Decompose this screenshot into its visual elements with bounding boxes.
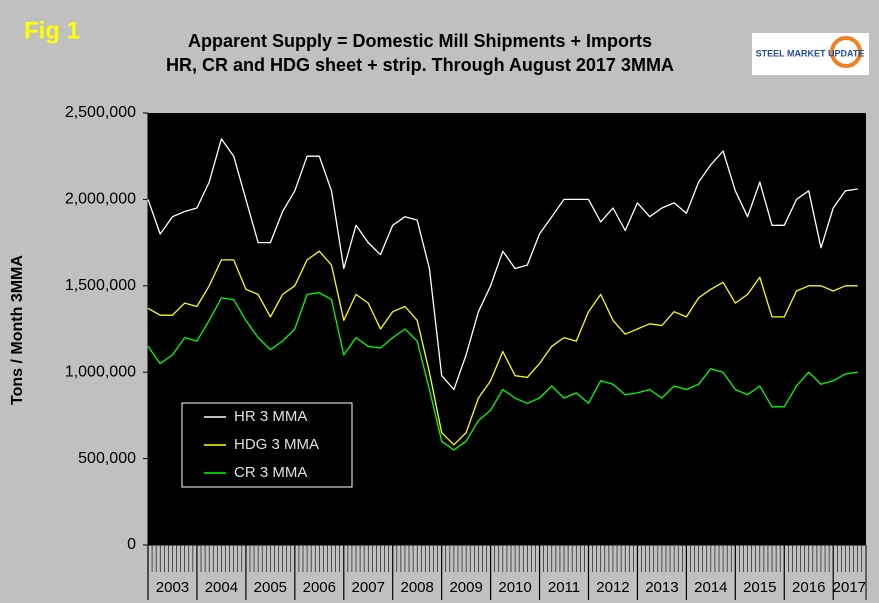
x-tick-label: 2003 <box>156 579 189 596</box>
series-line <box>147 292 858 451</box>
chart-subtitle: HR, CR and HDG sheet + strip. Through Au… <box>166 55 674 75</box>
logo-swirl <box>830 36 862 68</box>
legend-label: CR 3 MMA <box>234 464 307 481</box>
x-tick-label: 2005 <box>254 579 287 596</box>
x-tick-label: 2006 <box>303 579 336 596</box>
x-tick-label: 2011 <box>548 579 580 596</box>
figure-label: Fig 1 <box>24 17 80 44</box>
x-tick-label: 2010 <box>498 579 531 596</box>
x-tick-label: 2017 <box>833 579 866 596</box>
legend: HR 3 MMA HDG 3 MMA CR 3 MMA <box>181 402 353 488</box>
y-tick-label: 500,000 <box>78 450 136 467</box>
axes: 0 500,000 1,000,000 1,500,000 2,000,000 2,500… <box>65 104 867 600</box>
legend-label: HDG 3 MMA <box>234 436 319 453</box>
logo-text: STEEL MARKET UPDATE <box>756 48 865 58</box>
x-tick-label: 2008 <box>401 579 434 596</box>
series-line <box>147 250 858 446</box>
y-tick-label: 2,500,000 <box>65 104 136 121</box>
legend-label: HR 3 MMA <box>234 408 307 425</box>
y-tick-label: 1,000,000 <box>65 363 136 380</box>
y-tick-label: 2,000,000 <box>65 191 136 208</box>
x-tick-label: 2016 <box>792 579 825 596</box>
y-tick-label: 1,500,000 <box>65 277 136 294</box>
x-tick-label: 2014 <box>694 579 727 596</box>
x-tick-label: 2013 <box>645 579 678 596</box>
x-tick-label: 2009 <box>449 579 482 596</box>
y-axis-label: Tons / Month 3MMA <box>9 255 26 405</box>
y-tick-label: 0 <box>127 536 136 553</box>
lines <box>147 138 858 451</box>
x-tick-label: 2012 <box>596 579 629 596</box>
x-tick-label: 2015 <box>743 579 776 596</box>
x-tick-label: 2007 <box>352 579 385 596</box>
x-tick-label: 2004 <box>205 579 238 596</box>
series-line <box>147 138 858 391</box>
chart-title: Apparent Supply = Domestic Mill Shipment… <box>188 31 652 51</box>
